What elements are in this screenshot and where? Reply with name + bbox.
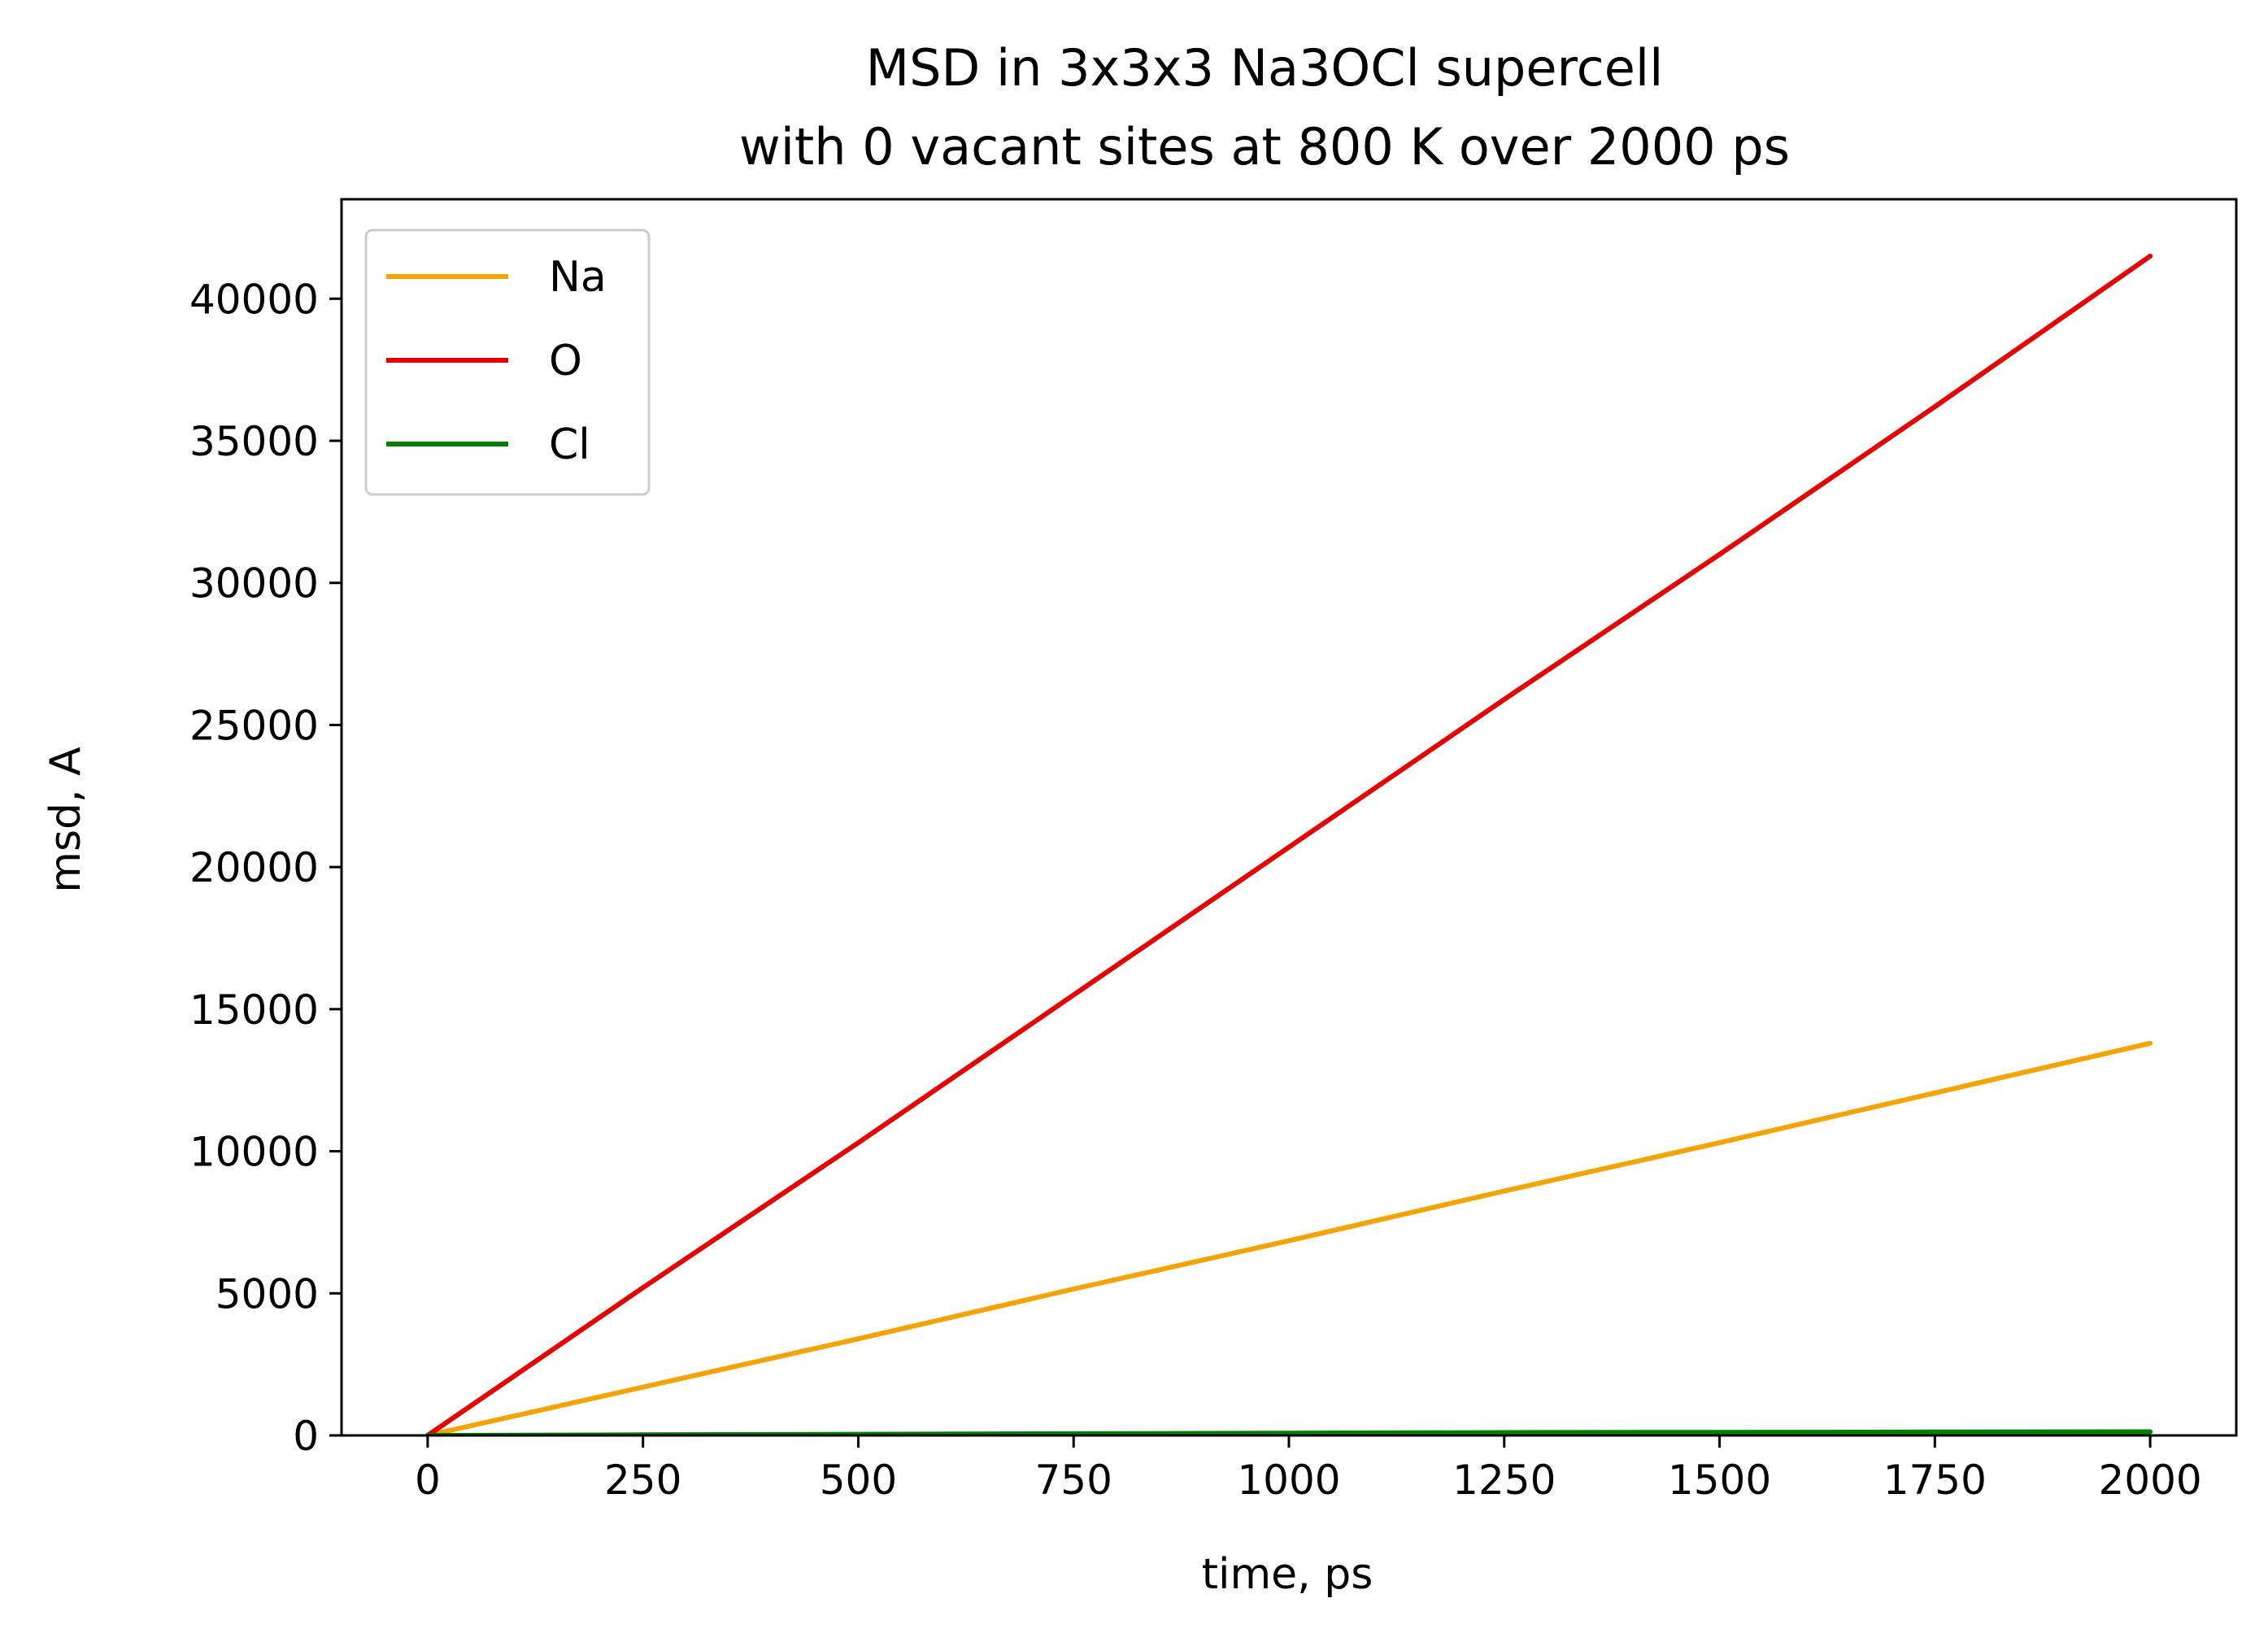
legend-label-na: Na	[549, 253, 607, 302]
series-line-o	[424, 253, 2153, 1435]
x-tick-label: 2000	[2098, 1457, 2201, 1504]
y-tick-label: 35000	[189, 418, 319, 465]
x-tick-label: 0	[415, 1457, 441, 1504]
y-tick-label: 40000	[189, 276, 319, 323]
y-tick-label: 30000	[189, 560, 319, 608]
legend: Na O Cl	[364, 229, 651, 496]
y-tick-label: 15000	[189, 987, 319, 1034]
y-tick-label: 20000	[189, 844, 319, 891]
series-group	[424, 253, 2153, 1435]
legend-label-cl: Cl	[549, 420, 590, 469]
y-axis-label: msd, A	[41, 747, 90, 893]
x-tick-label: 1000	[1237, 1457, 1340, 1504]
x-axis-label: time, ps	[1202, 1550, 1373, 1599]
y-tick-label: 10000	[189, 1129, 319, 1176]
x-tick-label: 1750	[1883, 1457, 1987, 1504]
y-tick-label: 0	[293, 1413, 319, 1460]
chart-subtitle: with 0 vacant sites at 800 K over 2000 p…	[739, 117, 1790, 176]
chart-title: MSD in 3x3x3 Na3OCl supercell	[866, 38, 1664, 98]
x-tick-label: 250	[604, 1457, 681, 1504]
x-tick-label: 750	[1035, 1457, 1112, 1504]
y-tick-label: 25000	[189, 702, 319, 749]
series-line-na	[424, 1040, 2153, 1435]
x-tick-label: 500	[820, 1457, 897, 1504]
x-tick-label: 1250	[1452, 1457, 1556, 1504]
plot-layer: 0 250 500 750 1000 1250 1500 1750 20000500010000…	[189, 198, 2238, 1504]
y-tick-label: 5000	[215, 1270, 319, 1318]
legend-label-o: O	[549, 337, 582, 385]
x-tick-label: 1500	[1668, 1457, 1771, 1504]
